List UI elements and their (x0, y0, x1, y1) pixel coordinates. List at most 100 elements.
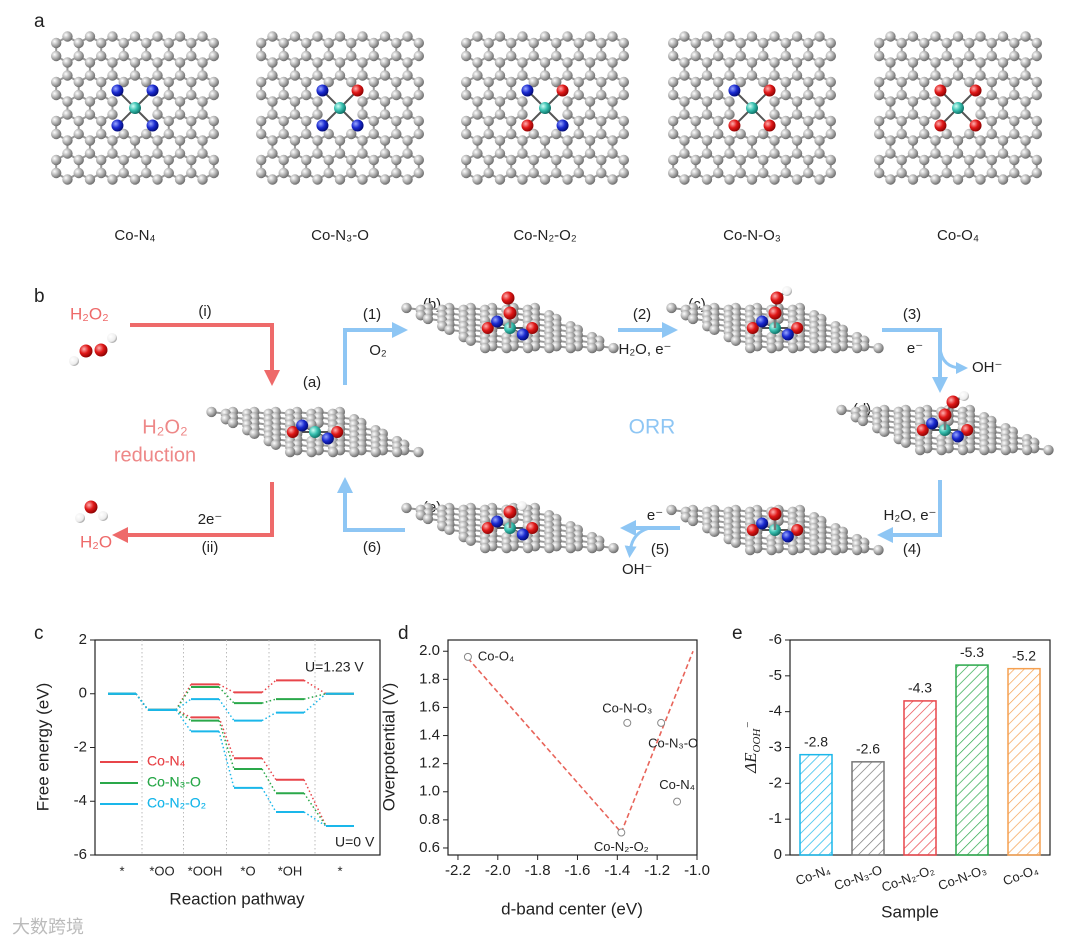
carbon-atom (50, 76, 62, 88)
legend-label: Co-N₂-O₂ (147, 795, 206, 811)
carbon-atom (301, 37, 312, 49)
connector (218, 698, 235, 722)
carbon-atom (803, 37, 814, 49)
carbon-atom (724, 70, 735, 81)
carbon-atom (618, 128, 630, 140)
carbon-atom (679, 70, 690, 81)
carbon-atom (152, 57, 163, 68)
carbon-atom (402, 70, 413, 81)
carbon-atom (896, 50, 907, 62)
dopant-atom (321, 432, 334, 445)
carbon-atom (267, 174, 278, 185)
carbon-atom (544, 342, 555, 354)
carbon-atom (206, 406, 217, 418)
carbon-atom (163, 37, 174, 49)
carbon-atom (986, 154, 997, 166)
carbon-atom (312, 96, 323, 107)
carbon-atom (197, 109, 208, 120)
y-axis-label: ΔEOOH− (741, 721, 763, 774)
carbon-atom (174, 96, 186, 107)
carbon-atom (479, 342, 491, 354)
carbon-atom (84, 135, 96, 146)
carbon-atom (930, 31, 941, 42)
carbon-atom (679, 31, 690, 42)
carbon-atom (278, 167, 289, 179)
carbon-atom (746, 148, 758, 159)
carbon-atom (444, 324, 455, 336)
carbon-atom (584, 148, 596, 159)
carbon-atom (539, 57, 551, 68)
carbon-atom (174, 148, 186, 159)
carbon-atom (50, 128, 62, 140)
structure (873, 31, 1043, 185)
carbon-atom (141, 167, 152, 179)
carbon-atom (129, 148, 141, 159)
carbon-atom (896, 167, 907, 179)
carbon-atom (1031, 37, 1043, 49)
carbon-atom (460, 128, 472, 140)
carbon-atom (596, 37, 607, 49)
carbon-atom (163, 167, 174, 179)
carbon-atom (709, 324, 720, 336)
carbon-atom (346, 167, 357, 179)
carbon-atom (289, 109, 301, 120)
carbon-atom (141, 154, 152, 166)
carbon-atom (735, 37, 746, 49)
carbon-atom (379, 148, 391, 159)
carbon-atom (919, 128, 930, 140)
bar (955, 664, 989, 856)
carbon-atom (780, 167, 791, 179)
connector (218, 683, 235, 694)
carbon-atom (186, 154, 197, 166)
carbon-atom (539, 31, 551, 42)
carbon-atom (873, 76, 885, 88)
carbon-atom (952, 135, 964, 146)
carbon-atom (1009, 154, 1020, 166)
legend-label: Co-N₄ (147, 753, 186, 769)
carbon-atom (780, 128, 791, 140)
carbon-atom (401, 302, 412, 314)
carbon-atom (96, 37, 107, 49)
dopant-atom (969, 119, 982, 132)
atom (107, 333, 117, 343)
carbon-atom (814, 57, 825, 68)
carbon-atom (964, 50, 975, 62)
carbon-atom (312, 174, 323, 185)
carbon-atom (289, 135, 301, 146)
carbon-atom (494, 31, 506, 42)
carbon-atom (1020, 109, 1031, 120)
adsorbate-atom (938, 408, 952, 422)
dopant-atom (756, 517, 769, 530)
connector (218, 720, 235, 770)
connector (303, 792, 327, 827)
carbon-atom (96, 76, 107, 88)
bar (851, 761, 885, 856)
carbon-atom (163, 154, 174, 166)
y-axis-label: Free energy (eV) (33, 683, 52, 812)
carbon-atom (1020, 31, 1031, 42)
structure-label: Co-N₂-O₂ (513, 227, 576, 244)
carbon-atom (413, 76, 425, 88)
carbon-atom (809, 544, 820, 556)
carbon-atom (803, 154, 814, 166)
carbon-atom (964, 37, 975, 49)
dopant-atom (516, 528, 529, 541)
carbon-atom (73, 128, 84, 140)
step-label: (i) (198, 303, 211, 320)
carbon-atom (997, 135, 1009, 146)
carbon-atom (565, 342, 576, 354)
carbon-atom (289, 148, 301, 159)
carbon-atom (465, 335, 477, 346)
carbon-atom (270, 439, 282, 450)
carbon-atom (483, 50, 494, 62)
x-tick-label: -2.2 (445, 862, 471, 879)
structure (401, 291, 619, 354)
carbon-atom (791, 57, 803, 68)
carbon-atom (460, 167, 472, 179)
carbon-atom (349, 446, 360, 458)
carbon-atom (357, 135, 368, 146)
carbon-atom (830, 544, 841, 556)
carbon-atom (197, 57, 208, 68)
structure-label: Co-N₃-O (311, 227, 369, 244)
carbon-atom (766, 342, 777, 354)
